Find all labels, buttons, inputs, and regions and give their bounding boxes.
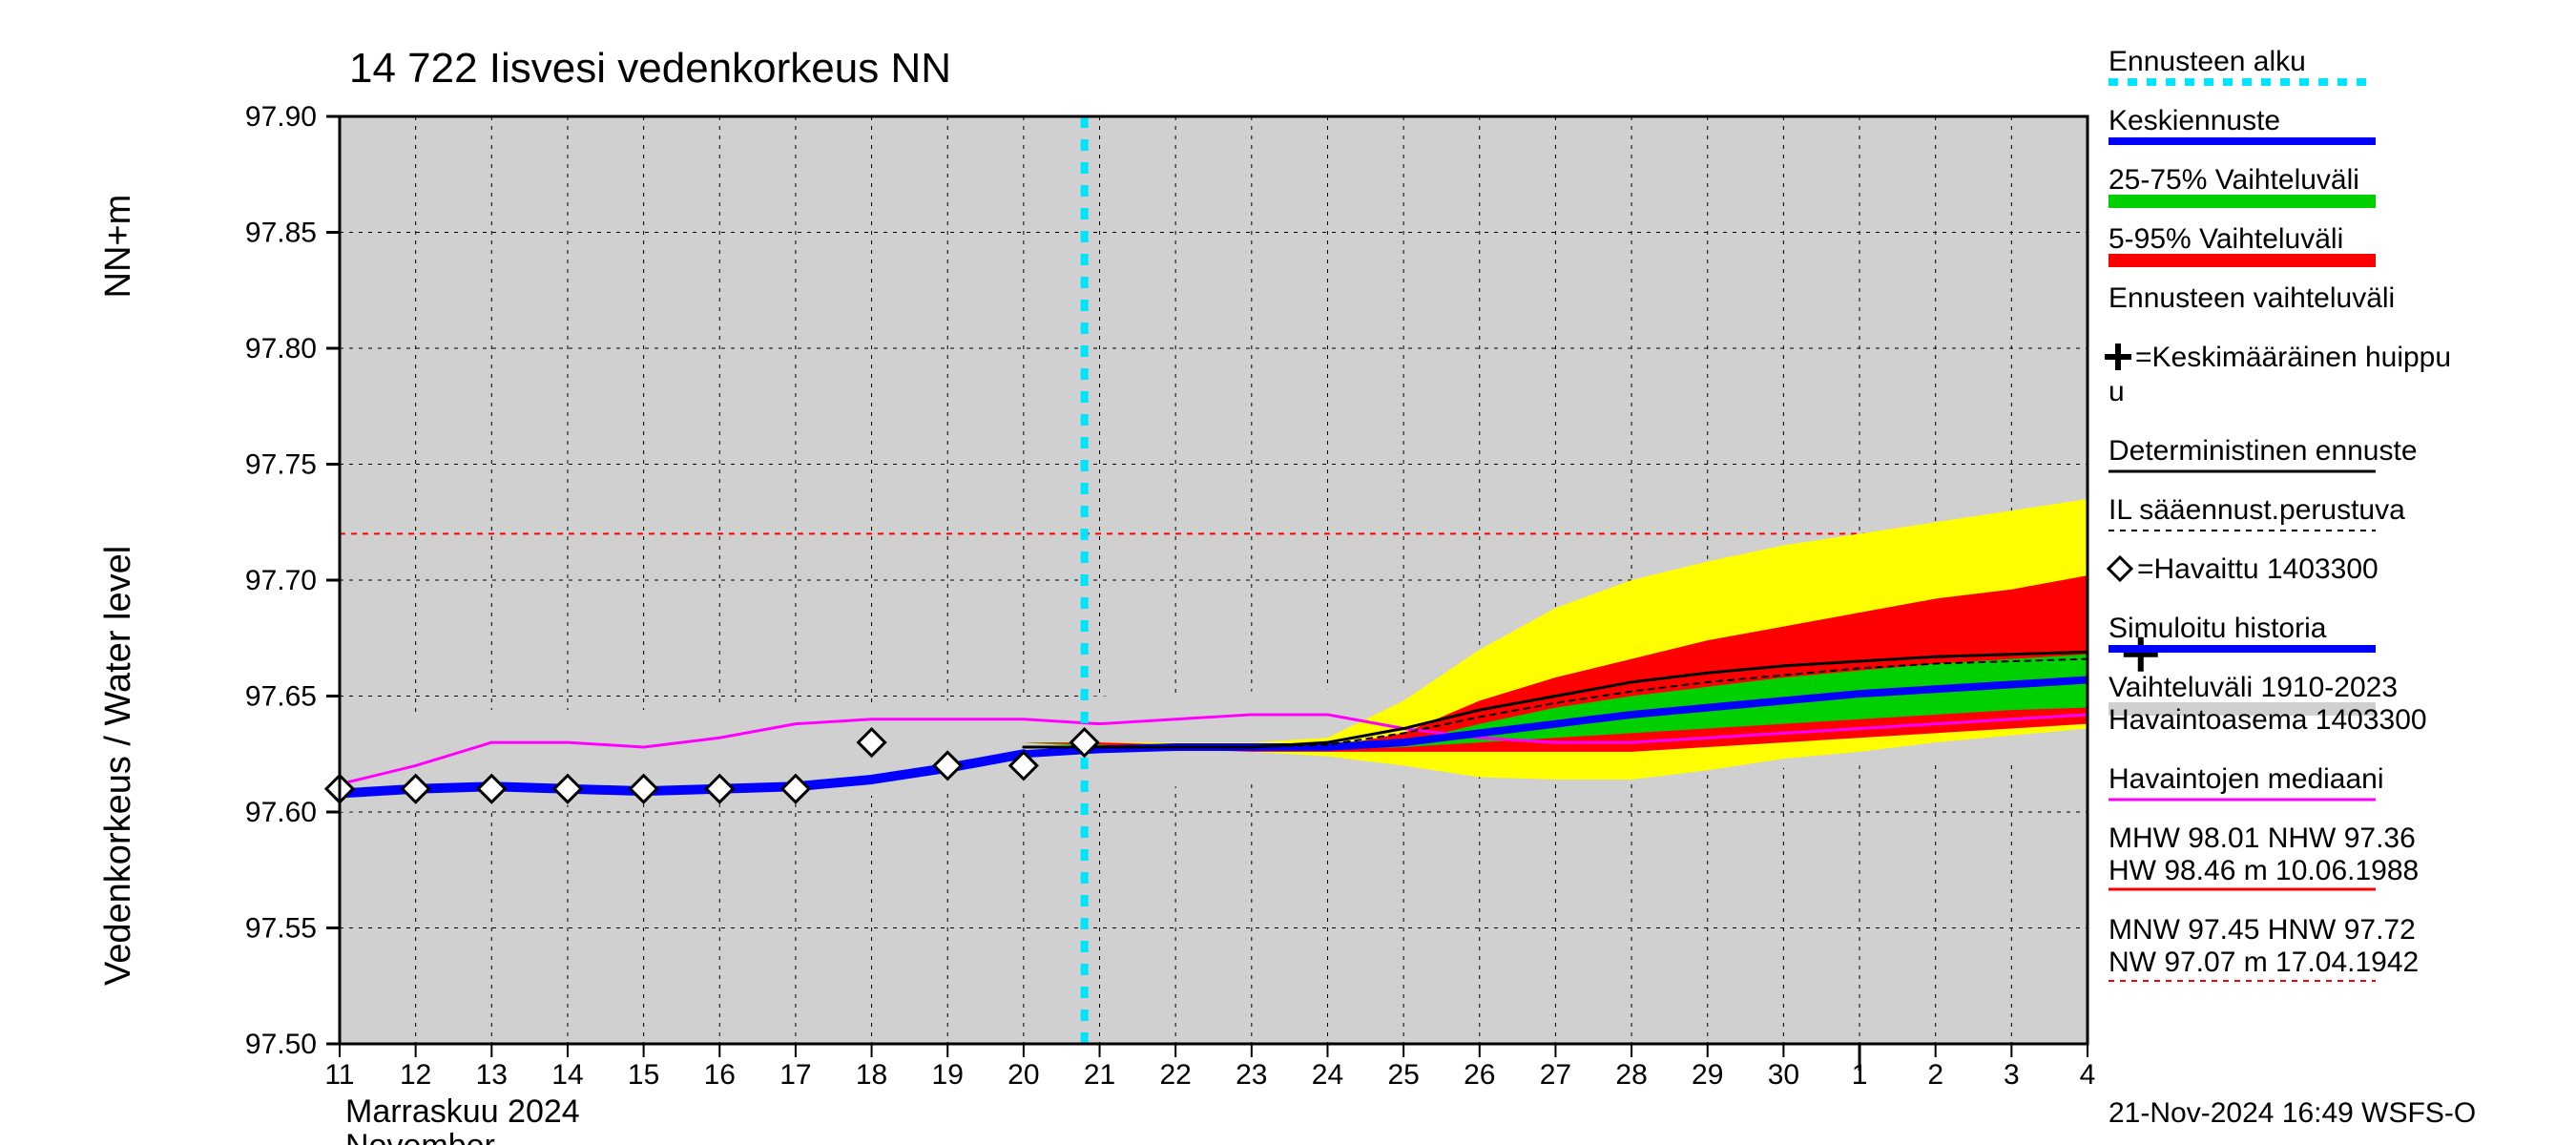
legend-label: Ennusteen vaihteluväli [2109,282,2395,314]
x-tick-label: 25 [1387,1059,1419,1091]
x-tick-label: 1 [1852,1059,1868,1091]
legend-label: Simuloitu historia [2109,613,2327,644]
footer-timestamp: 21-Nov-2024 16:49 WSFS-O [2109,1097,2476,1129]
x-tick-label: 28 [1615,1059,1647,1091]
legend-label: MNW 97.45 HNW 97.72 [2109,914,2416,946]
y-tick-label: 97.60 [245,797,317,828]
legend-label: 25-75% Vaihteluväli [2109,164,2359,196]
x-tick-label: 27 [1540,1059,1571,1091]
x-tick-label: 3 [2004,1059,2020,1091]
y-axis: 97.50 97.55 97.60 97.65 97.70 97.75 97.80 97.85… [245,101,340,1060]
x-tick-label: 15 [628,1059,659,1091]
legend-label-2: HW 98.46 m 10.06.1988 [2109,855,2419,886]
legend-label: Vaihteluväli 1910-2023 [2109,672,2398,703]
chart-root: 97.50 97.55 97.60 97.65 97.70 97.75 97.80 97.85… [0,0,2576,1145]
x-tick-label: 22 [1159,1059,1191,1091]
chart-title: 14 722 Iisvesi vedenkorkeus NN [349,45,951,92]
y-tick-label: 97.50 [245,1029,317,1060]
x-tick-label: 18 [856,1059,887,1091]
x-tick-label: 26 [1464,1059,1495,1091]
y-axis-label-2: NN+m [98,195,138,299]
x-axis-label-2: November [345,1128,495,1145]
legend-label-2: NW 97.07 m 17.04.1942 [2109,947,2419,978]
legend-label: Havaintojen mediaani [2109,763,2384,795]
y-tick-label: 97.75 [245,449,317,481]
y-tick-label: 97.65 [245,681,317,713]
legend: Ennusteen alku Keskiennuste 25-75% Vaihtel… [2105,46,2451,981]
x-tick-label: 17 [779,1059,811,1091]
legend-label-wrap: u [2109,376,2125,407]
x-axis: 1112131415161718192021222324252627282930… [324,1044,2095,1091]
x-axis-label-1: Marraskuu 2024 [345,1093,580,1130]
legend-label-2: Havaintoasema 1403300 [2109,704,2427,736]
y-axis-label-1: Vedenkorkeus / Water level [98,546,138,986]
x-tick-label: 13 [476,1059,508,1091]
x-tick-label: 21 [1084,1059,1115,1091]
legend-label: IL sääennust.perustuva [2109,494,2405,526]
x-tick-label: 23 [1236,1059,1267,1091]
legend-label: Keskiennuste [2109,105,2280,136]
x-tick-label: 29 [1692,1059,1723,1091]
x-tick-label: 2 [1927,1059,1943,1091]
legend-label: Deterministinen ennuste [2109,435,2418,467]
x-tick-label: 11 [324,1059,354,1091]
legend-label: 5-95% Vaihteluväli [2109,223,2343,255]
x-tick-label: 4 [2080,1059,2096,1091]
chart-svg: 97.50 97.55 97.60 97.65 97.70 97.75 97.80 97.85… [0,0,2576,1145]
x-tick-label: 30 [1768,1059,1799,1091]
y-tick-label: 97.80 [245,333,317,364]
legend-label: MHW 98.01 NHW 97.36 [2109,822,2416,854]
y-tick-label: 97.70 [245,565,317,596]
y-tick-label: 97.90 [245,101,317,133]
legend-label: =Keskimääräinen huippu [2135,342,2451,373]
x-tick-label: 20 [1008,1059,1039,1091]
legend-label: =Havaittu 1403300 [2137,553,2379,585]
x-tick-label: 16 [704,1059,736,1091]
y-tick-label: 97.55 [245,913,317,945]
x-tick-label: 19 [932,1059,964,1091]
x-tick-label: 12 [400,1059,431,1091]
x-tick-label: 14 [551,1059,583,1091]
legend-label: Ennusteen alku [2109,46,2306,77]
y-tick-label: 97.85 [245,218,317,249]
x-tick-label: 24 [1312,1059,1343,1091]
